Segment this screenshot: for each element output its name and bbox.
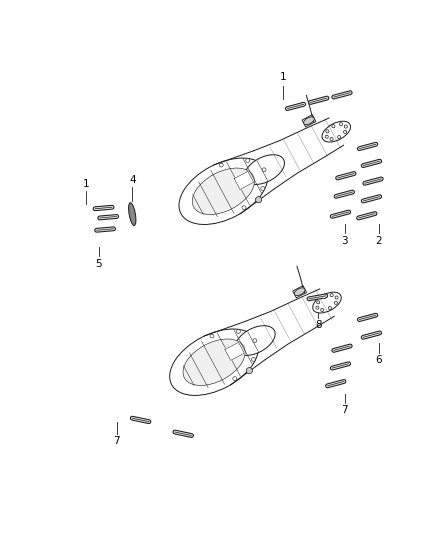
Text: 7: 7 (113, 436, 120, 446)
Polygon shape (225, 342, 244, 360)
Ellipse shape (183, 339, 245, 385)
Text: 4: 4 (129, 175, 136, 185)
Ellipse shape (313, 292, 341, 313)
Text: 2: 2 (375, 236, 382, 246)
Ellipse shape (244, 155, 284, 184)
Circle shape (335, 296, 338, 299)
Circle shape (321, 309, 324, 311)
Circle shape (339, 123, 343, 126)
Polygon shape (245, 289, 334, 360)
Ellipse shape (192, 168, 254, 214)
Circle shape (332, 125, 335, 128)
Text: 3: 3 (341, 236, 348, 246)
Circle shape (338, 135, 341, 139)
Ellipse shape (304, 117, 314, 125)
Circle shape (219, 163, 223, 167)
Ellipse shape (294, 288, 305, 296)
Ellipse shape (170, 329, 258, 395)
Circle shape (253, 339, 257, 343)
Circle shape (330, 294, 333, 297)
Polygon shape (234, 172, 254, 190)
Text: 1: 1 (280, 72, 287, 83)
Text: 8: 8 (315, 320, 321, 330)
Circle shape (210, 334, 214, 338)
Ellipse shape (322, 121, 350, 142)
Circle shape (233, 377, 237, 381)
Ellipse shape (129, 203, 136, 225)
Circle shape (251, 358, 255, 361)
Circle shape (344, 125, 347, 128)
Circle shape (261, 187, 265, 190)
Circle shape (242, 206, 246, 209)
Ellipse shape (179, 158, 268, 224)
Circle shape (237, 329, 240, 333)
Text: 1: 1 (82, 179, 89, 189)
Polygon shape (302, 115, 316, 127)
Circle shape (255, 197, 262, 203)
Circle shape (317, 301, 320, 304)
Circle shape (316, 306, 319, 309)
Circle shape (246, 368, 252, 374)
Circle shape (343, 131, 346, 133)
Text: 7: 7 (341, 405, 348, 415)
Circle shape (325, 135, 328, 138)
Text: 5: 5 (95, 259, 102, 269)
Circle shape (334, 301, 337, 304)
Circle shape (328, 306, 332, 310)
Ellipse shape (235, 326, 275, 356)
Polygon shape (254, 118, 343, 189)
Polygon shape (293, 286, 307, 298)
Text: 6: 6 (375, 355, 382, 365)
Circle shape (330, 138, 333, 141)
Circle shape (246, 158, 250, 163)
Circle shape (326, 130, 329, 133)
Circle shape (262, 168, 266, 172)
Circle shape (322, 296, 325, 298)
